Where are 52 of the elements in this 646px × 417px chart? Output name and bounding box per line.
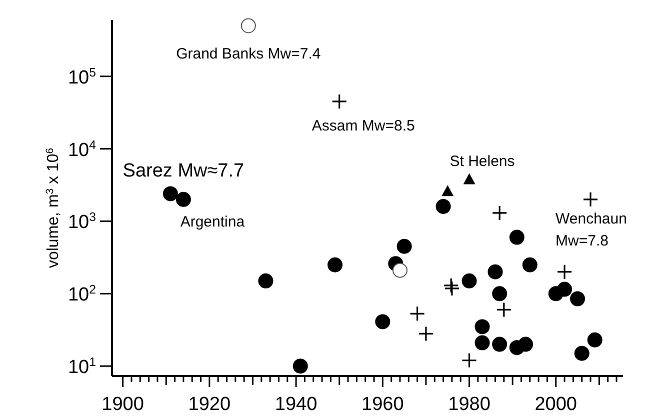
point bbox=[518, 336, 534, 352]
point bbox=[463, 173, 476, 184]
point bbox=[574, 346, 590, 361]
point bbox=[176, 192, 191, 207]
point bbox=[496, 302, 512, 318]
y-tick-label: 10$^{4}$ bbox=[68, 138, 96, 161]
x-tick-label: 1900 bbox=[102, 394, 144, 415]
point bbox=[474, 319, 490, 334]
point bbox=[582, 192, 598, 208]
point bbox=[328, 257, 343, 272]
point bbox=[492, 286, 508, 302]
x-tick-label: 1920 bbox=[188, 394, 231, 415]
point bbox=[396, 238, 412, 254]
annotation: Wenchaun Mw=7.8 bbox=[556, 210, 627, 250]
point bbox=[587, 332, 602, 348]
point bbox=[418, 326, 434, 342]
point bbox=[375, 314, 390, 330]
point bbox=[492, 336, 508, 352]
y-tick-label: 10$^{5}$ bbox=[68, 65, 96, 88]
y-tick-label: 10$^{3}$ bbox=[68, 210, 96, 234]
point bbox=[492, 205, 508, 221]
point bbox=[522, 257, 538, 272]
point bbox=[557, 282, 572, 297]
annotation: Assam Mw=8.5 bbox=[312, 117, 415, 134]
point bbox=[392, 262, 408, 278]
annotation: Sarez Mw≈7.7 bbox=[122, 160, 244, 182]
point bbox=[162, 186, 178, 202]
annotation: St Helens bbox=[450, 153, 515, 170]
annotation: Argentina bbox=[180, 213, 246, 230]
point bbox=[488, 264, 503, 280]
x-tick-label: 2000 bbox=[534, 394, 578, 415]
point bbox=[570, 291, 586, 306]
point bbox=[292, 358, 308, 374]
point bbox=[442, 185, 454, 196]
x-tick-label: 1980 bbox=[448, 394, 490, 415]
point bbox=[332, 94, 348, 110]
point bbox=[443, 278, 459, 294]
point bbox=[436, 198, 451, 214]
y-tick-label: 10$^{2}$ bbox=[68, 282, 96, 306]
point bbox=[240, 18, 256, 34]
point bbox=[258, 273, 274, 288]
point bbox=[461, 352, 478, 368]
point bbox=[410, 306, 426, 322]
x-tick-label: 1940 bbox=[274, 394, 318, 415]
point bbox=[462, 273, 477, 288]
point bbox=[556, 264, 572, 280]
point bbox=[444, 280, 460, 296]
y-tick-label: 10$^{1}$ bbox=[68, 355, 96, 378]
x-tick-label: 1960 bbox=[362, 394, 404, 415]
annotation: Grand Banks Mw=7.4 bbox=[176, 46, 321, 63]
point bbox=[474, 335, 490, 350]
point bbox=[509, 230, 524, 245]
